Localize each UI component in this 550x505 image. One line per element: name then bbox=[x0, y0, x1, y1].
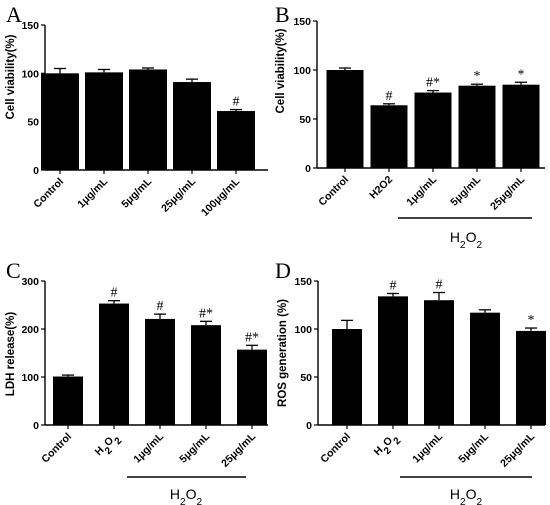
x-tick-label: 1μg/mL bbox=[75, 175, 110, 210]
significance-mark: # bbox=[157, 299, 164, 314]
bar bbox=[173, 82, 211, 170]
panel-b: B Cell viability(%) 0 50 100 150 Control # H2O… bbox=[275, 2, 545, 251]
y-axis-label-c: LDH release(%) bbox=[5, 312, 17, 397]
y-axis-label-d: ROS generation (%) bbox=[277, 299, 289, 407]
group-label: H2O2 bbox=[170, 486, 203, 505]
bar bbox=[237, 349, 267, 425]
bar bbox=[502, 84, 540, 168]
y-tick-label: 50 bbox=[27, 117, 39, 129]
bar bbox=[470, 312, 500, 425]
x-tick-label: 25μg/mL bbox=[219, 430, 258, 469]
x-tick-label: 25μg/mL bbox=[498, 430, 537, 469]
plot-area-a: 0 50 100 150 Control 1μg/mL 5μg/mL 25μg/mL #100μ… bbox=[21, 20, 268, 219]
significance-mark: #* bbox=[426, 76, 440, 91]
y-tick-label: 200 bbox=[21, 324, 39, 336]
y-tick-label: 50 bbox=[300, 372, 312, 384]
plot-area-d: 0 50 100 150 Control # H2O2 #1μg/mL 5μg/mL * 25μg/… bbox=[294, 276, 546, 505]
panel-letter-c: C bbox=[6, 258, 21, 283]
bar bbox=[370, 105, 408, 168]
x-tick-label: H2O2 bbox=[372, 430, 404, 462]
y-tick-label: 150 bbox=[294, 276, 312, 288]
y-axis-label-b: Cell viability(%) bbox=[275, 28, 287, 113]
significance-mark: # bbox=[386, 89, 393, 104]
bar bbox=[53, 376, 83, 425]
x-tick-label: 25μg/mL bbox=[159, 175, 198, 214]
y-tick-label: 100 bbox=[21, 372, 39, 384]
significance-mark: * bbox=[518, 67, 525, 82]
x-tick-label: 1μg/mL bbox=[404, 173, 439, 208]
bar bbox=[99, 303, 129, 425]
bar bbox=[378, 296, 408, 425]
x-tick-label: H2O2 bbox=[93, 430, 125, 462]
panel-d: D ROS generation (%) 0 50 100 150 Control # H2… bbox=[275, 258, 546, 505]
bar bbox=[326, 70, 364, 168]
panel-letter-d: D bbox=[275, 258, 291, 283]
y-tick-label: 100 bbox=[294, 324, 312, 336]
bar bbox=[458, 85, 496, 168]
significance-mark: # bbox=[436, 278, 443, 293]
significance-mark: # bbox=[111, 286, 118, 301]
x-tick-label: 5μg/mL bbox=[456, 430, 491, 465]
x-tick-label: 5μg/mL bbox=[119, 175, 154, 210]
x-tick-label: H2O2 bbox=[367, 174, 395, 202]
significance-mark: * bbox=[474, 69, 481, 84]
significance-mark: #* bbox=[199, 306, 213, 321]
significance-mark: # bbox=[233, 95, 240, 110]
x-tick-label: Control bbox=[31, 176, 66, 211]
group-label: H2O2 bbox=[450, 229, 483, 251]
x-tick-label: 1μg/mL bbox=[131, 430, 166, 465]
bar bbox=[217, 111, 255, 170]
y-tick-label: 150 bbox=[293, 16, 311, 28]
significance-mark: # bbox=[390, 278, 397, 293]
x-tick-label: 5μg/mL bbox=[448, 173, 483, 208]
bar bbox=[85, 72, 123, 170]
y-tick-label: 50 bbox=[299, 114, 311, 126]
bar bbox=[129, 69, 167, 170]
x-tick-label: 5μg/mL bbox=[177, 430, 212, 465]
group-label: H2O2 bbox=[450, 486, 483, 505]
bar bbox=[414, 92, 452, 168]
x-tick-label: 25μg/mL bbox=[488, 173, 527, 212]
x-tick-label: 1μg/mL bbox=[410, 430, 445, 465]
bar bbox=[145, 318, 175, 425]
y-tick-label: 0 bbox=[33, 420, 39, 432]
panel-letter-a: A bbox=[6, 2, 22, 27]
y-tick-label: 150 bbox=[21, 20, 39, 32]
y-tick-label: 0 bbox=[305, 163, 311, 175]
x-tick-label: Control bbox=[318, 431, 353, 466]
bar bbox=[332, 329, 362, 425]
plot-area-c: 0 100 200 300 Control # H2O2 #1μg/mL #* 5μg/mL #* 2… bbox=[21, 276, 268, 505]
bar bbox=[41, 73, 79, 170]
panel-c: C LDH release(%) 0 100 200 300 Control # H2O2 #… bbox=[5, 258, 268, 505]
y-tick-label: 0 bbox=[306, 420, 312, 432]
x-tick-label: Control bbox=[316, 174, 351, 209]
significance-mark: #* bbox=[245, 330, 259, 345]
panel-a: A Cell viability(%) 0 50 100 150 Control 1μg/… bbox=[5, 2, 268, 219]
y-axis-label-a: Cell viability(%) bbox=[5, 34, 17, 119]
bar bbox=[516, 330, 546, 425]
significance-mark: * bbox=[528, 313, 535, 328]
y-tick-label: 100 bbox=[21, 68, 39, 80]
y-tick-label: 300 bbox=[21, 276, 39, 288]
y-tick-label: 0 bbox=[33, 165, 39, 177]
bar bbox=[191, 325, 221, 425]
bar bbox=[424, 300, 454, 425]
x-tick-label: 100μg/mL bbox=[199, 175, 243, 219]
plot-area-b: 0 50 100 150 Control # H2O2 #* 1μg/mL * 5μg/mL * 25μ… bbox=[293, 16, 545, 251]
y-tick-label: 100 bbox=[293, 65, 311, 77]
x-tick-label: Control bbox=[39, 431, 74, 466]
panel-letter-b: B bbox=[275, 2, 290, 27]
